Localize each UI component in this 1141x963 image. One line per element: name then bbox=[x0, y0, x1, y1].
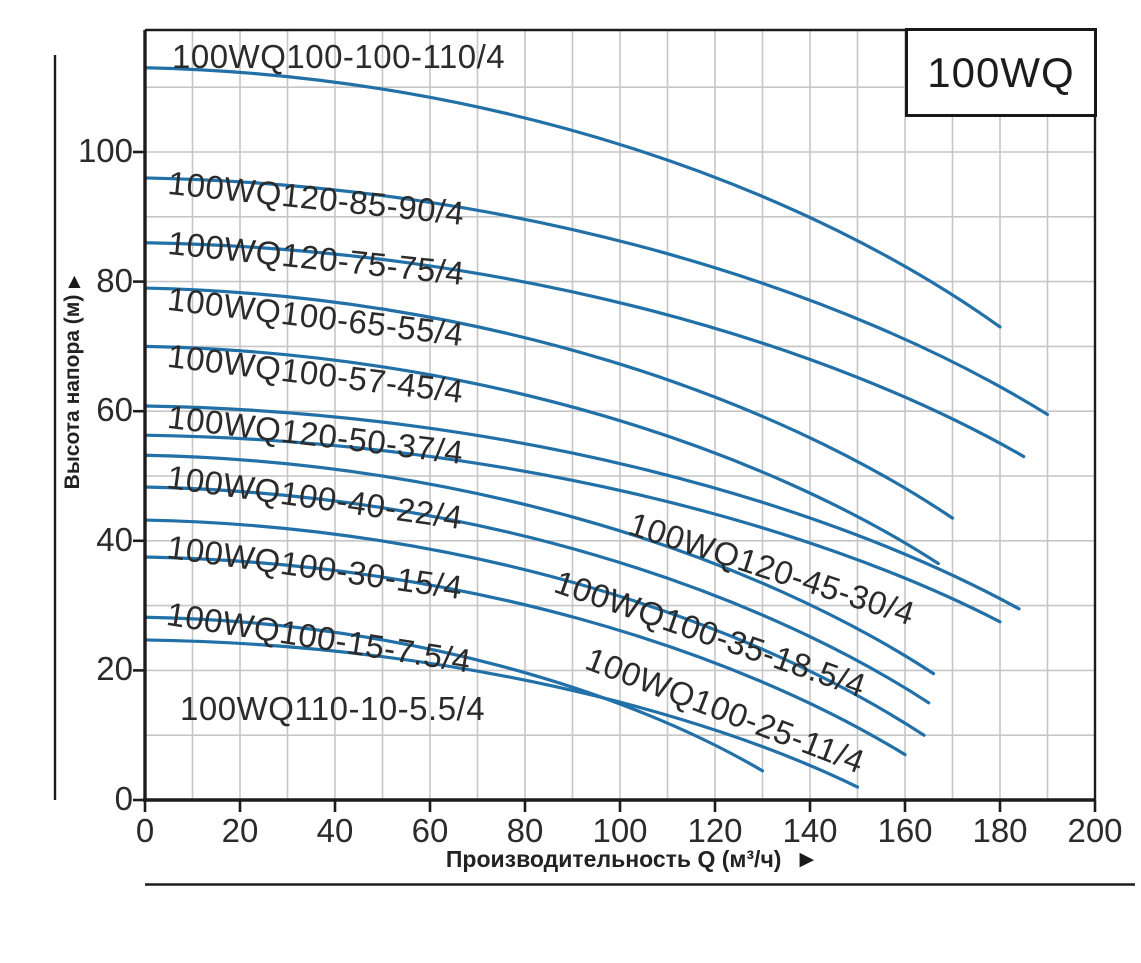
x-axis-arrow-icon: ▶ bbox=[799, 849, 815, 870]
pump-curve-12 bbox=[143, 638, 860, 789]
pump-curve-11 bbox=[143, 615, 765, 773]
y-axis-arrow-icon: ▲ bbox=[64, 270, 85, 293]
pump-curve-6 bbox=[143, 433, 1002, 624]
pump-curve-1 bbox=[143, 176, 1050, 417]
pump-curve-3 bbox=[143, 286, 955, 520]
x-axis-title-text: Производительность Q (м³/ч) bbox=[445, 846, 782, 872]
pump-curve-5 bbox=[143, 404, 1021, 611]
pump-curve-4 bbox=[143, 344, 940, 566]
pump-curve-2 bbox=[143, 241, 1026, 459]
pump-curve-8 bbox=[143, 485, 931, 705]
pump-curve-10 bbox=[143, 555, 907, 757]
model-series-box: 100WQ bbox=[905, 28, 1097, 117]
y-axis-title: Высота напора (м) bbox=[61, 294, 84, 490]
pump-curve-0 bbox=[143, 66, 1002, 329]
x-axis-title: Производительность Q (м³/ч) ▶ bbox=[380, 846, 880, 873]
pump-curve-9 bbox=[143, 518, 926, 737]
model-series-label: 100WQ bbox=[927, 48, 1075, 96]
pump-curve-7 bbox=[143, 453, 936, 676]
